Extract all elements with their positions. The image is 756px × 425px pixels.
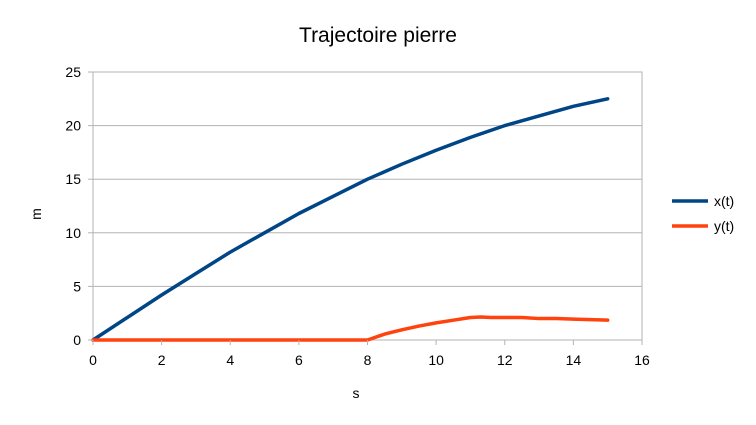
- series-layer: [91, 97, 610, 342]
- chart-title: Trajectoire pierre: [299, 24, 457, 47]
- x-tick-label: 16: [634, 352, 650, 368]
- grid-layer: [93, 71, 642, 341]
- series-line-1: [91, 97, 610, 342]
- legend-label: x(t): [714, 193, 734, 209]
- legend-label: y(t): [714, 218, 734, 234]
- y-tick-label: 20: [65, 118, 81, 134]
- x-tick-label: 10: [428, 352, 444, 368]
- y-tick-label: 5: [73, 278, 81, 294]
- x-tick-label: 8: [364, 352, 372, 368]
- x-tick-label: 12: [497, 352, 513, 368]
- series-line-2: [91, 315, 610, 342]
- y-tick-label: 25: [65, 64, 81, 80]
- x-tick-label: 2: [158, 352, 166, 368]
- y-tick-label: 15: [65, 171, 81, 187]
- legend-item-1: x(t): [672, 193, 734, 209]
- x-tick-label: 0: [89, 352, 97, 368]
- x-tick-label: 4: [226, 352, 234, 368]
- ticks-layer: 0 2 4 6 8 10 12 14 16 0 5 10 15 20 25: [65, 64, 650, 368]
- x-tick-label: 14: [566, 352, 582, 368]
- plot-border: [92, 71, 643, 341]
- legend: x(t) y(t): [672, 193, 734, 234]
- y-tick-label: 10: [65, 225, 81, 241]
- legend-item-2: y(t): [672, 218, 734, 234]
- x-axis-title: s: [353, 385, 360, 401]
- x-tick-label: 6: [295, 352, 303, 368]
- y-axis-title: m: [28, 208, 44, 220]
- y-tick-label: 0: [73, 332, 81, 348]
